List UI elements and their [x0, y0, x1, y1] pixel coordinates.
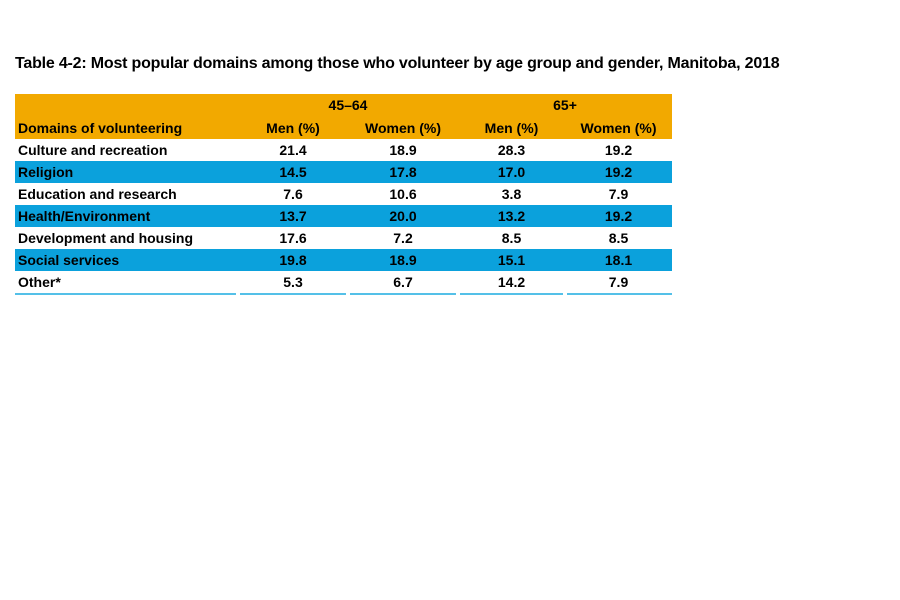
table-row-development-and-housing: Development and housing 17.6 7.2 8.5 8.5 — [15, 227, 672, 249]
table-row-education-and-research: Education and research 7.6 10.6 3.8 7.9 — [15, 183, 672, 205]
age-group-65plus-header: 65+ — [458, 94, 672, 116]
age-group-45-64-header: 45–64 — [238, 94, 458, 116]
value-cell: 7.2 — [393, 230, 413, 246]
value-cell: 19.8 — [238, 249, 348, 271]
value-cell: 19.2 — [565, 205, 672, 227]
age-group-header-row: 45–64 65+ — [15, 94, 672, 116]
domain-cell: Social services — [15, 249, 238, 271]
value-cell: 19.2 — [565, 161, 672, 183]
value-cell: 13.7 — [238, 205, 348, 227]
domain-cell: Health/Environment — [15, 205, 238, 227]
page-title: Table 4-2: Most popular domains among th… — [15, 55, 780, 72]
value-cell: 18.9 — [348, 249, 458, 271]
value-cell: 21.4 — [279, 142, 307, 158]
domains-column-header: Domains of volunteering — [15, 116, 238, 139]
volunteer-domains-table: 45–64 65+ Domains of volunteering Men (%… — [15, 94, 672, 295]
domain-cell: Culture and recreation — [18, 142, 168, 158]
value-cell: 15.1 — [458, 249, 565, 271]
table-row-religion: Religion 14.5 17.8 17.0 19.2 — [15, 161, 672, 183]
column-header-row: Domains of volunteering Men (%) Women (%… — [15, 116, 672, 139]
value-cell: 18.9 — [389, 142, 417, 158]
header-spacer-cell — [15, 94, 238, 116]
value-cell: 19.2 — [604, 142, 633, 158]
domain-cell: Other* — [18, 274, 61, 290]
value-cell: 18.1 — [565, 249, 672, 271]
table-bottom-border — [15, 293, 672, 295]
value-cell: 17.6 — [279, 230, 307, 246]
value-cell: 7.9 — [608, 186, 629, 202]
table-row-health-environment: Health/Environment 13.7 20.0 13.2 19.2 — [15, 205, 672, 227]
value-cell: 8.5 — [501, 230, 522, 246]
table-row-social-services: Social services 19.8 18.9 15.1 18.1 — [15, 249, 672, 271]
value-cell: 7.9 — [608, 274, 629, 290]
value-cell: 6.7 — [393, 274, 413, 290]
domain-cell: Religion — [15, 161, 238, 183]
domain-cell: Education and research — [18, 186, 177, 202]
value-cell: 20.0 — [348, 205, 458, 227]
men-65plus-column-header: Men (%) — [458, 116, 565, 139]
women-65plus-column-header: Women (%) — [565, 116, 672, 139]
value-cell: 5.3 — [283, 274, 303, 290]
value-cell: 7.6 — [283, 186, 303, 202]
value-cell: 10.6 — [389, 186, 417, 202]
value-cell: 17.0 — [458, 161, 565, 183]
data-table: 45–64 65+ Domains of volunteering Men (%… — [15, 94, 672, 293]
men-45-64-column-header: Men (%) — [238, 116, 348, 139]
value-cell: 17.8 — [348, 161, 458, 183]
table-row-other: Other* 5.3 6.7 14.2 7.9 — [15, 271, 672, 293]
value-cell: 28.3 — [497, 142, 526, 158]
value-cell: 3.8 — [501, 186, 522, 202]
value-cell: 8.5 — [608, 230, 629, 246]
domain-cell: Development and housing — [18, 230, 194, 246]
value-cell: 14.5 — [238, 161, 348, 183]
women-45-64-column-header: Women (%) — [348, 116, 458, 139]
value-cell: 14.2 — [497, 274, 526, 290]
table-row-culture-and-recreation: Culture and recreation 21.4 18.9 28.3 19… — [15, 139, 672, 161]
value-cell: 13.2 — [458, 205, 565, 227]
